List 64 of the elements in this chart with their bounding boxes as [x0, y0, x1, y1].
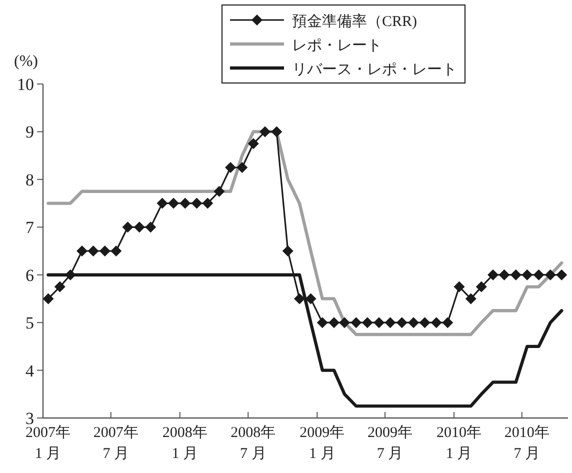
point: [316, 317, 328, 328]
x-tick-label: 2009年 7 月: [368, 424, 412, 462]
x-tick-label: 2008年 1 月: [162, 424, 208, 462]
point: [99, 246, 110, 256]
legend-label: リバース・レポ・レート: [292, 62, 457, 78]
point: [362, 317, 373, 328]
point: [465, 293, 476, 304]
x-tick-label: 2009年 1 月: [300, 424, 345, 462]
point: [430, 317, 442, 328]
point: [88, 246, 99, 256]
point: [202, 198, 214, 209]
point: [556, 269, 568, 280]
point: [180, 198, 191, 209]
point: [408, 317, 419, 328]
point: [191, 198, 202, 209]
point: [510, 269, 522, 280]
point: [236, 162, 248, 173]
point: [271, 126, 282, 138]
x-tick-label: 2010年 7 月: [504, 424, 550, 462]
x-tick-label: 2007年 7 月: [93, 424, 138, 462]
point: [42, 293, 54, 304]
x-tick-label: 2008年 7 月: [230, 424, 276, 462]
point: [544, 269, 556, 280]
y-tick-label: 6: [26, 266, 34, 285]
y-axis-title: (%): [14, 53, 38, 70]
y-tick-label: 7: [26, 218, 34, 238]
legend-label: 預金準備率（CRR): [292, 13, 418, 30]
point: [522, 269, 533, 280]
point: [225, 162, 236, 173]
point: [305, 293, 316, 304]
point: [374, 317, 384, 328]
point: [156, 198, 168, 209]
point: [64, 269, 76, 280]
point: [145, 222, 156, 233]
y-tick-label: 9: [26, 122, 34, 142]
point: [248, 138, 259, 150]
point: [134, 222, 145, 233]
point: [350, 317, 362, 328]
y-tick-label: 8: [26, 170, 34, 190]
point: [294, 293, 305, 304]
point: [54, 281, 66, 292]
x-tick-label: 2010年 1 月: [436, 424, 482, 462]
point: [442, 317, 454, 328]
point: [396, 317, 408, 328]
point: [419, 317, 430, 328]
point: [384, 317, 396, 328]
legend-label: レポ・レート: [292, 38, 382, 54]
y-tick-label: 4: [26, 361, 34, 380]
point: [110, 246, 122, 256]
point: [214, 186, 225, 197]
point: [454, 281, 465, 292]
point: [76, 246, 88, 256]
point: [328, 317, 340, 328]
point: [339, 317, 350, 328]
point: [498, 269, 510, 280]
point: [168, 198, 179, 209]
y-tick-label: 5: [26, 314, 34, 333]
point: [282, 246, 294, 256]
y-tick-label: 10: [17, 75, 34, 94]
point: [533, 269, 544, 280]
point: [488, 269, 498, 280]
point: [476, 281, 487, 292]
point: [122, 222, 134, 233]
point: [260, 126, 270, 138]
